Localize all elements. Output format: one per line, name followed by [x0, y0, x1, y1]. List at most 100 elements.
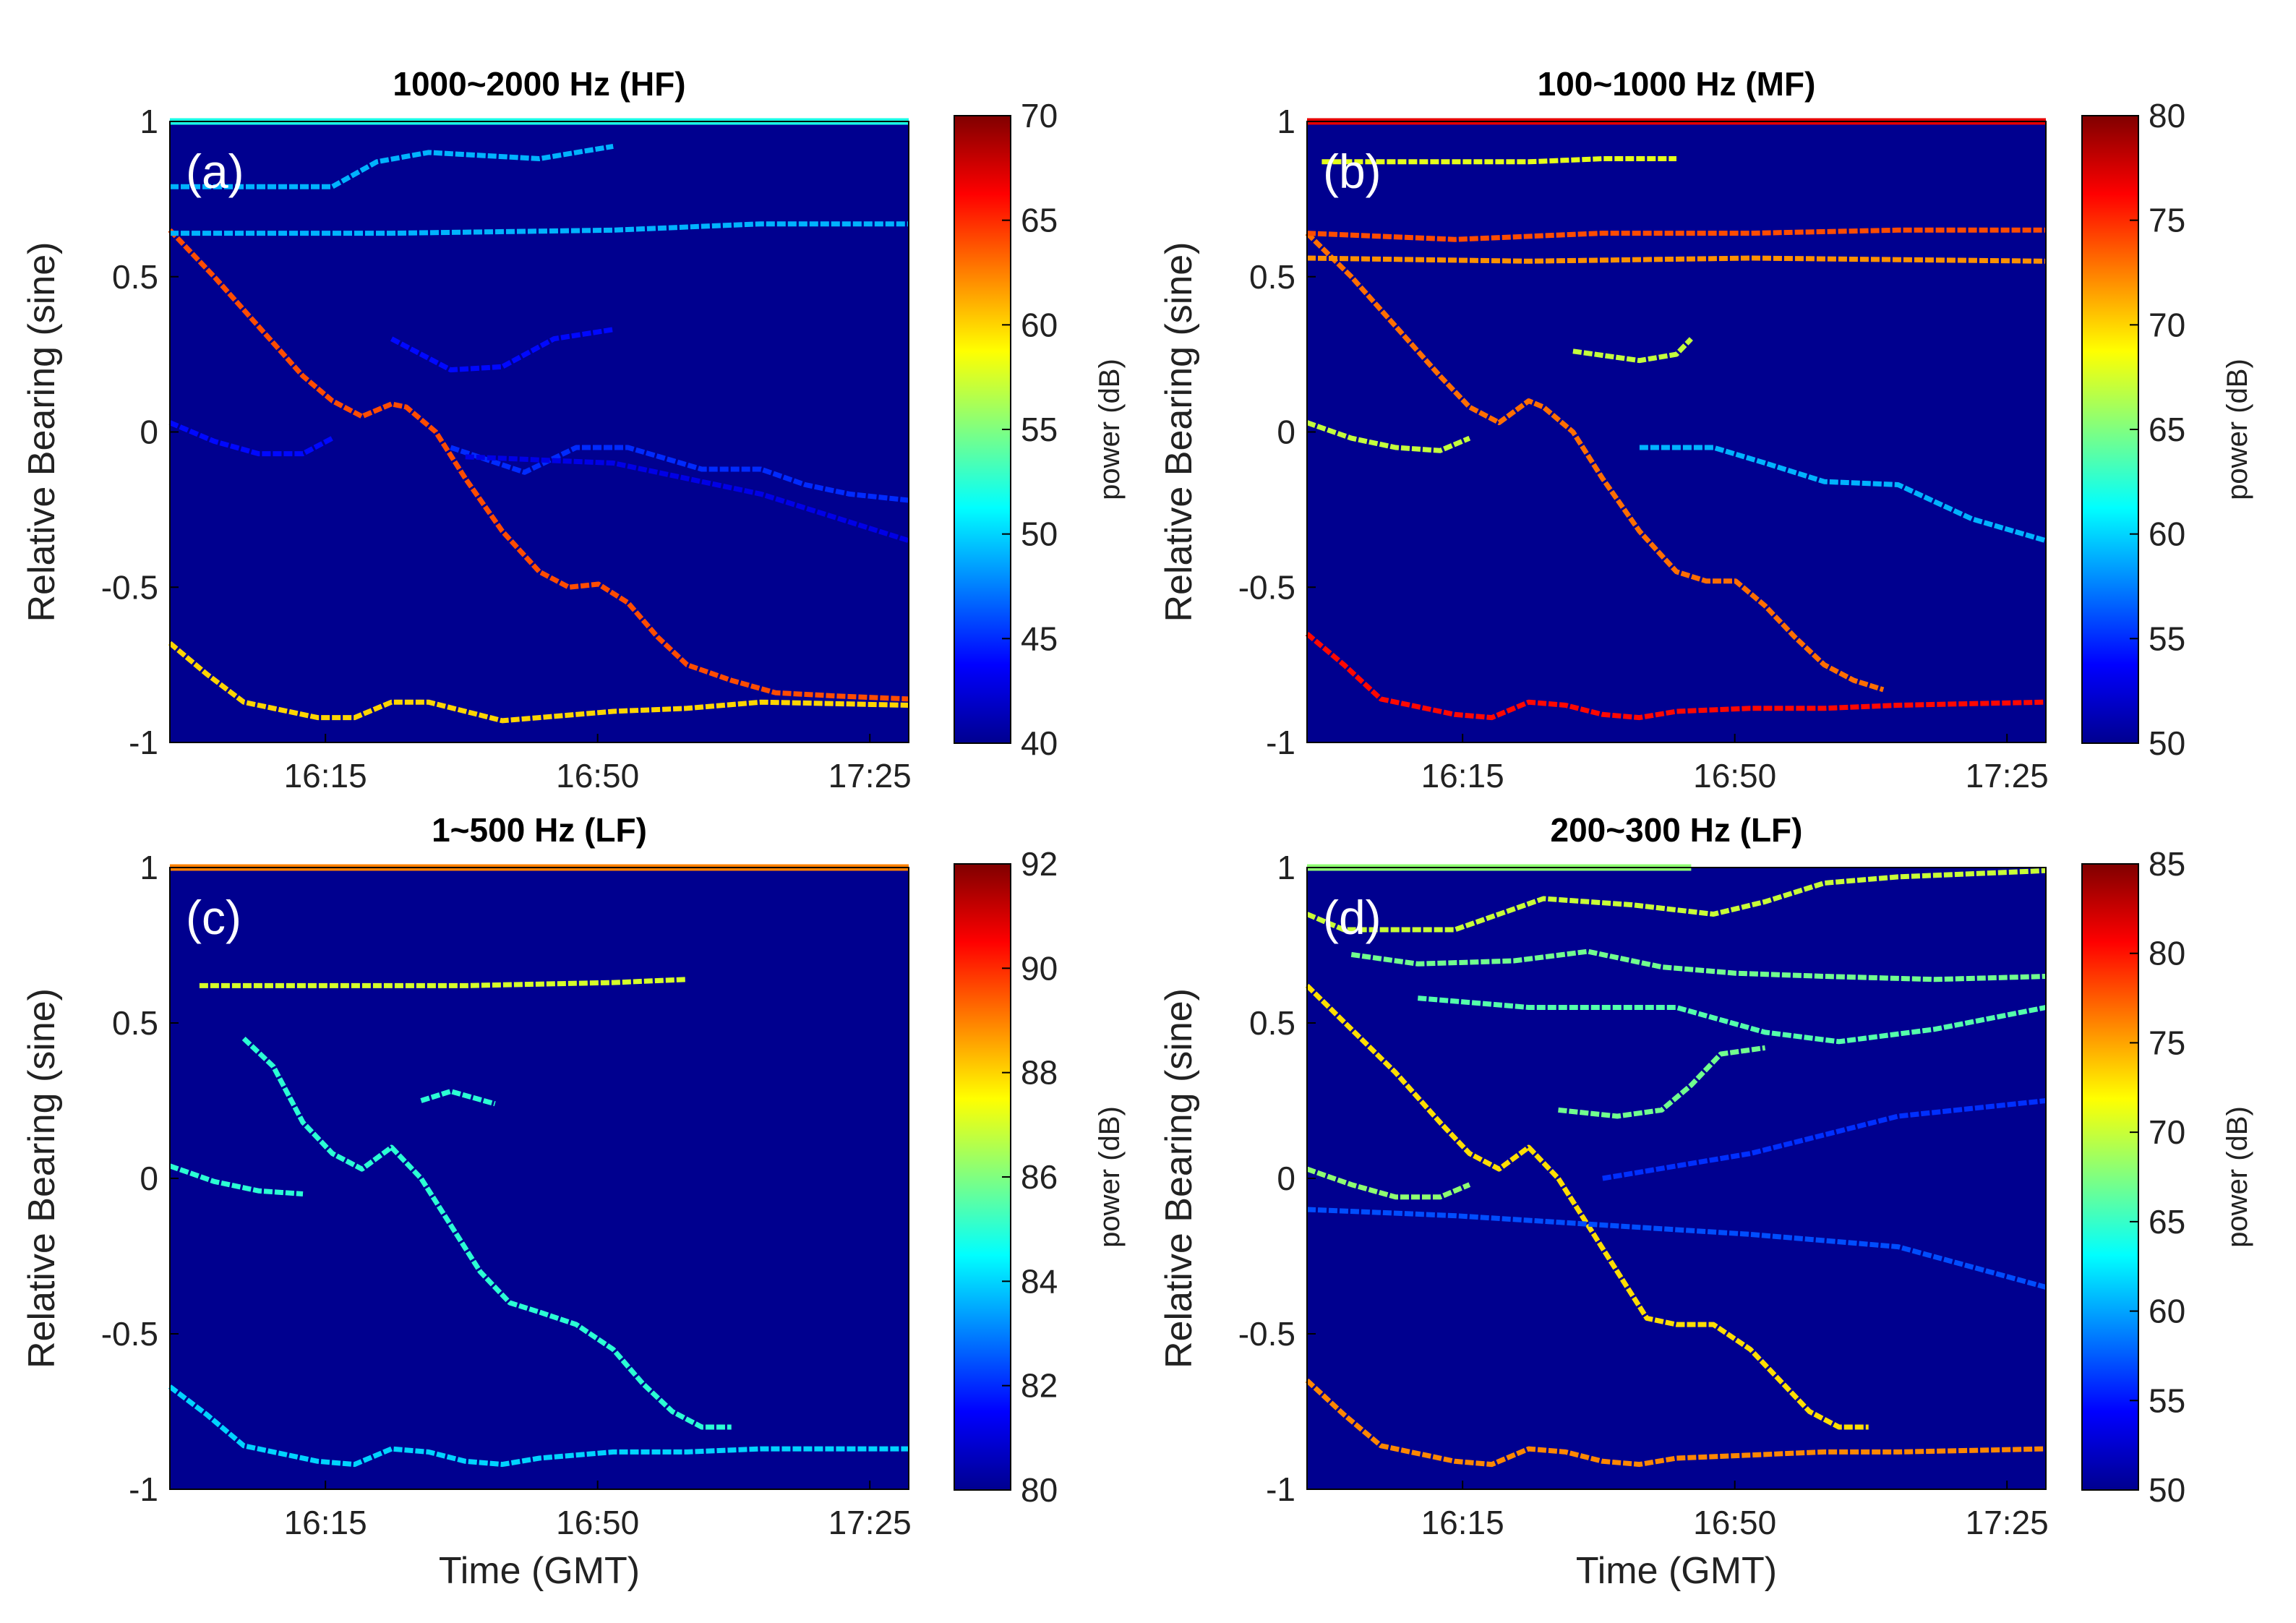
colorbar-label: power (dB) [1094, 359, 1126, 500]
panel-title: 1000~2000 Hz (HF) [393, 65, 685, 103]
y-tick-label: 0 [1277, 1160, 1295, 1197]
colorbar-tick-label: 55 [1021, 411, 1058, 448]
track-band-0.25 [1572, 337, 1693, 364]
y-axis-label: Relative Bearing (sine) [21, 988, 63, 1369]
panel-d: 200~300 Hz (LF) (d) -1 -0.5 0 0.5 1 16:15 16:50 1… [1158, 811, 2253, 1592]
y-tick-label: 0.5 [112, 1004, 158, 1042]
y-tick-label: -0.5 [101, 568, 158, 606]
y-tick-label: 1 [1277, 103, 1295, 140]
track-band-0.2 [390, 327, 614, 373]
track-band-0.55 [1306, 255, 2047, 264]
track-crossing [241, 1036, 732, 1430]
track-band-neg [1639, 445, 2047, 544]
x-tick-label: 17:25 [828, 1504, 912, 1541]
colorbar-tick-label: 70 [2149, 1113, 2185, 1151]
track-bottom [1305, 1378, 2047, 1468]
track-band-0.65 [1350, 948, 2047, 982]
y-axis-label: Relative Bearing (sine) [21, 241, 63, 622]
y-axis-label: Relative Bearing (sine) [1158, 241, 1200, 622]
plot-area [1307, 868, 2046, 1489]
y-tick-label: -1 [129, 1470, 158, 1508]
colorbar-tick-label: 90 [1021, 949, 1058, 987]
x-tick-label: 16:50 [1693, 757, 1776, 795]
x-tick-label: 17:25 [1966, 1504, 2049, 1541]
y-tick-label: 0 [140, 414, 158, 451]
panel-title: 100~1000 Hz (MF) [1538, 65, 1816, 103]
colorbar-tick-label: 65 [2149, 1203, 2185, 1241]
colorbar-tick-label: 88 [1021, 1054, 1058, 1092]
colorbar-label: power (dB) [2222, 1106, 2253, 1248]
track-band-0.88 [1322, 156, 1676, 165]
colorbar-tick-label: 92 [1021, 845, 1058, 883]
track-band-0 [1306, 1166, 1471, 1200]
track-band-neg2 [465, 454, 910, 544]
colorbar-tick-label: 55 [2149, 620, 2185, 657]
track-band-pos [1602, 1098, 2047, 1181]
y-tick-label: 0.5 [112, 258, 158, 296]
y-tick-label: 0 [140, 1160, 158, 1197]
colorbar-tick-label: 50 [2149, 1471, 2185, 1509]
y-tick-label: 0.5 [1249, 1004, 1295, 1042]
x-tick-label: 16:50 [556, 1504, 639, 1541]
track-band-0.62 [199, 977, 687, 988]
x-tick-label: 16:15 [284, 757, 367, 795]
x-tick-label: 16:15 [1421, 1504, 1504, 1541]
panel-a: 1000~2000 Hz (HF) (a) -1 -0.5 0 0.5 1 16:15 16:5… [21, 65, 1126, 795]
y-tick-label: -1 [1266, 724, 1295, 761]
colorbar-tick-label: 55 [2149, 1382, 2185, 1419]
y-tick-label: -0.5 [1238, 1315, 1295, 1353]
y-tick-label: -1 [1266, 1470, 1295, 1508]
colorbar-tick-label: 86 [1021, 1158, 1058, 1196]
track-band-0.25 [1558, 1045, 1766, 1119]
colorbar-tick-label: 60 [2149, 515, 2185, 553]
y-tick-label: -1 [129, 724, 158, 761]
colorbar [2081, 115, 2139, 744]
panel-label: (d) [1323, 891, 1382, 944]
panel-c: 1~500 Hz (LF) (c) -1 -0.5 0 0.5 1 16:15 16:50 17:… [21, 811, 1126, 1592]
colorbar-tick-label: 65 [2149, 411, 2185, 448]
panel-label: (c) [186, 891, 241, 944]
colorbar [954, 115, 1011, 744]
colorbar-tick-label: 60 [2149, 1293, 2185, 1330]
colorbar [2081, 863, 2139, 1491]
colorbar-tick-label: 50 [2149, 724, 2185, 762]
track-band-0 [1306, 420, 1471, 453]
y-tick-label: 1 [140, 103, 158, 140]
x-axis-label: Time (GMT) [439, 1550, 640, 1592]
colorbar-tick-label: 40 [1021, 724, 1058, 762]
colorbar-tick-label: 80 [2149, 935, 2185, 972]
track-band-0.65 [170, 221, 909, 236]
x-tick-label: 16:50 [1693, 1504, 1776, 1541]
y-axis-label: Relative Bearing (sine) [1158, 988, 1200, 1369]
panel-b: 100~1000 Hz (MF) (b) -1 -0.5 0 0.5 1 16:15 16:50… [1158, 65, 2253, 795]
x-axis-label: Time (GMT) [1576, 1550, 1777, 1592]
colorbar-tick-label: 84 [1021, 1262, 1058, 1300]
track-band-0.55 [1418, 995, 2047, 1045]
track-bottom [168, 1384, 909, 1468]
panel-title: 1~500 Hz (LF) [432, 811, 647, 849]
track-band-0.65 [1306, 227, 2046, 242]
colorbar-tick-label: 50 [1021, 515, 1058, 553]
plot-area [170, 121, 909, 742]
colorbar-tick-label: 80 [1021, 1471, 1058, 1509]
panel-title: 200~300 Hz (LF) [1551, 811, 1803, 849]
y-tick-label: -0.5 [1238, 568, 1295, 606]
track-band-0.8 [170, 143, 614, 189]
track-band-0.25 [420, 1089, 496, 1107]
x-tick-label: 16:50 [556, 757, 639, 795]
x-tick-label: 16:15 [284, 1504, 367, 1541]
colorbar-tick-label: 65 [1021, 202, 1058, 239]
colorbar-tick-label: 75 [2149, 1024, 2185, 1061]
y-tick-label: -0.5 [101, 1315, 158, 1353]
colorbar-tick-label: 70 [1021, 97, 1058, 134]
panel-label: (a) [186, 145, 244, 198]
track-band-0.8 [1306, 868, 2047, 933]
colorbar-tick-label: 70 [2149, 306, 2185, 343]
track-band-neg [1306, 1207, 2047, 1290]
colorbar-tick-label: 82 [1021, 1367, 1058, 1405]
plot-area [170, 868, 909, 1489]
y-tick-label: 1 [1277, 849, 1295, 886]
track-bottom [1305, 632, 2047, 721]
colorbar-tick-label: 60 [1021, 306, 1058, 343]
colorbar-label: power (dB) [2222, 359, 2253, 500]
